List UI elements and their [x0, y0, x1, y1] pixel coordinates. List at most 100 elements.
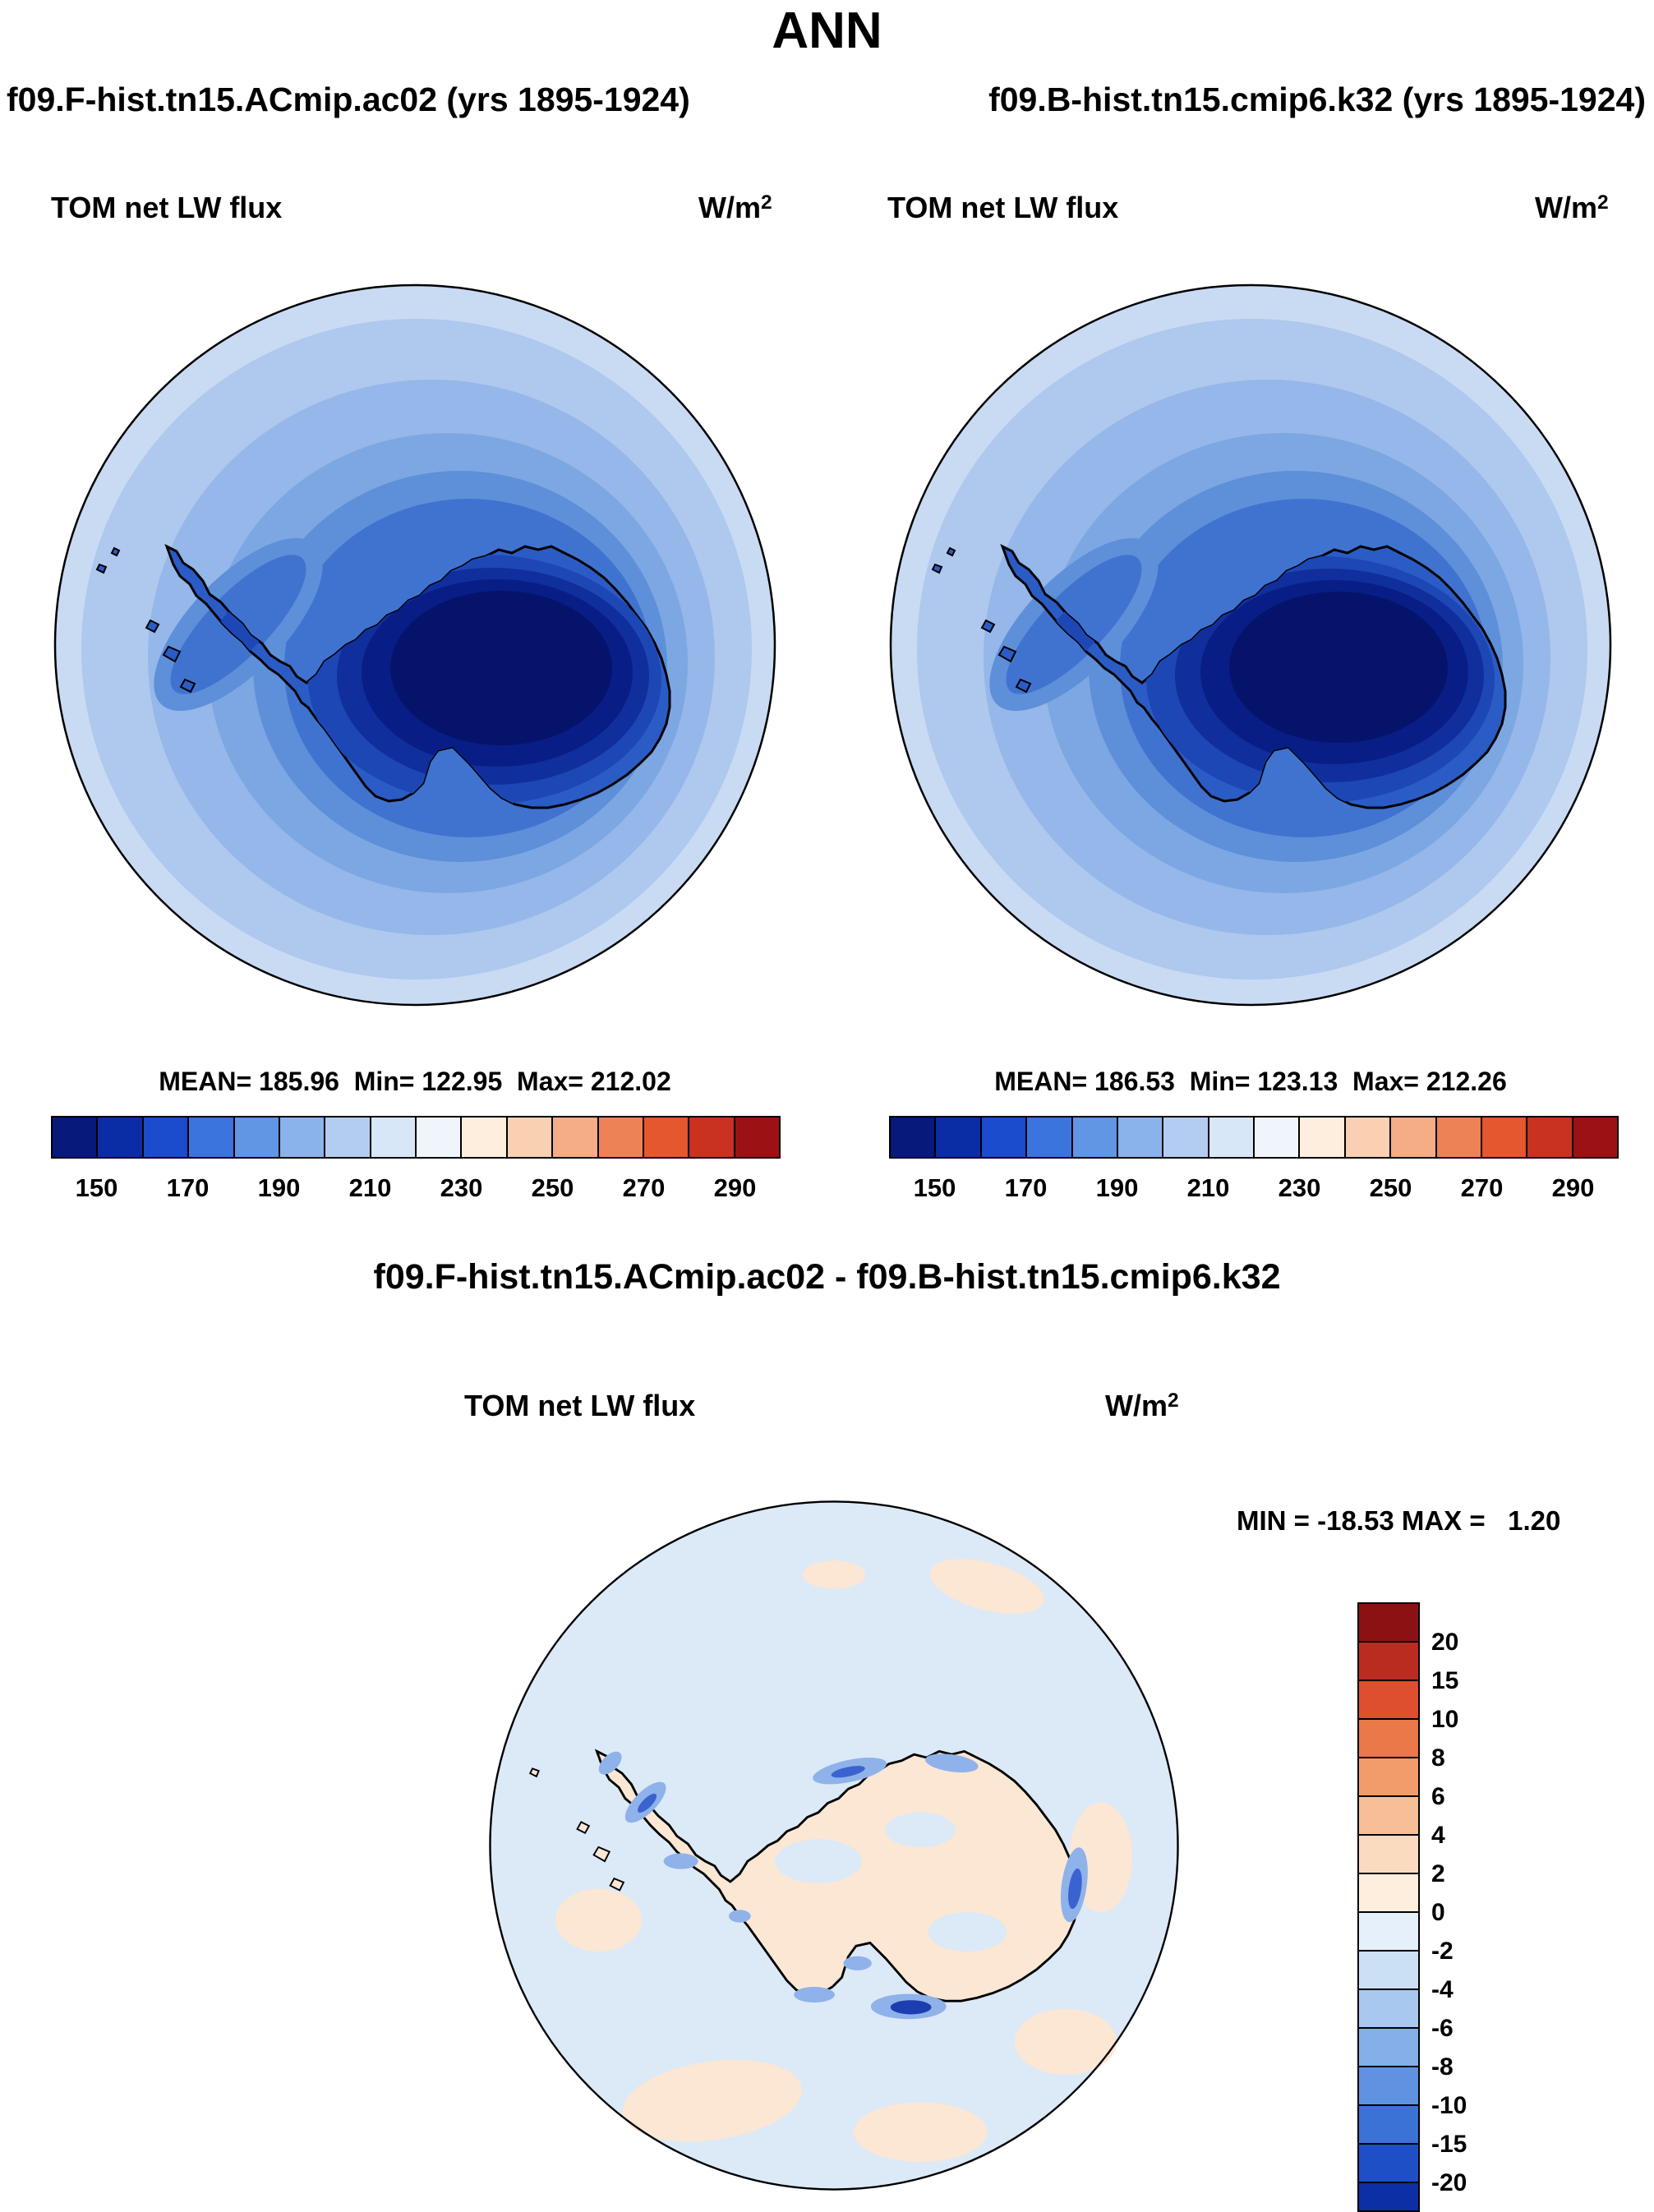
colorbar-tick-label: 0 [1431, 1899, 1445, 1926]
colorbar-tick-label: -10 [1431, 2092, 1467, 2119]
field-label-right: TOM net LW flux [887, 191, 1119, 224]
units-label-diff: W/m2 [1105, 1389, 1179, 1423]
units-base: W/m [1105, 1389, 1168, 1422]
colorbar-segment [189, 1118, 235, 1157]
field-label-left: TOM net LW flux [51, 191, 283, 224]
negative-anomaly-coastal-patches [598, 1751, 1088, 2020]
colorbar-segment [371, 1118, 417, 1157]
colorbar-tick-label: 210 [1186, 1173, 1230, 1202]
units-exponent: 2 [761, 191, 772, 214]
colorbar-segment [1359, 1952, 1418, 1990]
colorbar-tick-label: 170 [166, 1173, 210, 1202]
colorbar-segment [1359, 1874, 1418, 1913]
colorbar-tick-label: 290 [1551, 1173, 1595, 1202]
colorbar-segment [598, 1118, 644, 1157]
stats-right: MEAN= 186.53 Min= 123.13 Max= 212.26 [994, 1067, 1507, 1096]
ice-sheet-interior [1007, 555, 1495, 803]
colorbar-tick-label: 15 [1431, 1667, 1459, 1694]
units-exponent: 2 [1597, 191, 1609, 214]
colorbar-segment [507, 1118, 554, 1157]
units-base: W/m [698, 191, 761, 224]
map-boundary [53, 283, 776, 1007]
colorbar-segment [1359, 2067, 1418, 2106]
colorbar-tick-label: -20 [1431, 2169, 1467, 2196]
colorbar-tick-label: -15 [1431, 2131, 1467, 2158]
colorbar-segment [417, 1118, 463, 1157]
colorbar-segment [1359, 2183, 1418, 2210]
colorbar-tick-label: -8 [1431, 2053, 1454, 2081]
colorbar-tick-label: 150 [913, 1173, 956, 1202]
colorbar-tick-label: 230 [440, 1173, 483, 1202]
colorbar-tick-label: 4 [1431, 1822, 1445, 1849]
colorbar-segment [1117, 1118, 1164, 1157]
colorbar-segment [1359, 1836, 1418, 1874]
colorbar-segment [1359, 1643, 1418, 1681]
colorbar-segment [143, 1118, 190, 1157]
colorbar-tick-label: 10 [1431, 1706, 1459, 1733]
colorbar-tick-label: 150 [75, 1173, 118, 1202]
colorbar-segment [1481, 1118, 1528, 1157]
colorbar-segment [1345, 1118, 1392, 1157]
colorbar-segment [735, 1118, 779, 1157]
figure-title: ANN [772, 2, 882, 59]
map-boundary [889, 283, 1612, 1007]
colorbar-segment [1359, 1758, 1418, 1797]
colorbar-segment [325, 1118, 371, 1157]
colorbar-tick-label: 8 [1431, 1744, 1445, 1772]
units-exponent: 2 [1168, 1389, 1179, 1412]
difference-title: f09.F-hist.tn15.ACmip.ac02 - f09.B-hist.… [373, 1257, 1281, 1297]
colorbar-tick-label: 250 [1369, 1173, 1412, 1202]
interior-core [1229, 592, 1448, 743]
colorbar-segment [643, 1118, 690, 1157]
colorbar-tick-label: 190 [1095, 1173, 1139, 1202]
colorbar-tick-label: 210 [348, 1173, 392, 1202]
colorbar-segment [462, 1118, 508, 1157]
colorbar-left [51, 1116, 781, 1159]
colorbar-segment [279, 1118, 326, 1157]
units-label-right: W/m2 [1535, 191, 1609, 225]
colorbar-segment [1359, 2106, 1418, 2145]
colorbar-segment [1359, 1913, 1418, 1952]
colorbar-tick-label: 270 [622, 1173, 666, 1202]
colorbar-right [889, 1116, 1619, 1159]
colorbar-segment [981, 1118, 1028, 1157]
colorbar-segment [1255, 1118, 1301, 1157]
colorbar-tick-label: 2 [1431, 1860, 1445, 1887]
colorbar-segment [1359, 2029, 1418, 2067]
colorbar-tick-label: 290 [713, 1173, 757, 1202]
map-boundary [489, 1500, 1179, 2191]
colorbar-segment [1163, 1118, 1209, 1157]
colorbar-tick-label: 170 [1004, 1173, 1048, 1202]
colorbar-segment [1359, 1797, 1418, 1836]
colorbar-segment [1300, 1118, 1346, 1157]
islands [95, 546, 196, 694]
stats-left: MEAN= 185.96 Min= 122.95 Max= 212.02 [159, 1067, 671, 1096]
colorbar-tick-label: 250 [531, 1173, 574, 1202]
colorbar-segment [891, 1118, 937, 1157]
colorbar-segment [1359, 1720, 1418, 1758]
interior-mottling [775, 1812, 1007, 1952]
run-name-right: f09.B-hist.tn15.cmip6.k32 (yrs 1895-1924… [988, 81, 1646, 118]
colorbar-segment [689, 1118, 735, 1157]
colorbar-tick-label: -6 [1431, 2015, 1454, 2042]
run-name-left: f09.F-hist.tn15.ACmip.ac02 (yrs 1895-192… [7, 81, 690, 118]
ice-sheet-interior [172, 555, 661, 804]
colorbar-diff [1357, 1602, 1420, 2212]
colorbar-segment [553, 1118, 599, 1157]
colorbar-tick-label: 230 [1278, 1173, 1321, 1202]
islands [528, 1767, 625, 1892]
map-panel-diff [489, 1500, 1179, 2191]
colorbar-segment [1436, 1118, 1482, 1157]
interior-core [390, 591, 612, 745]
colorbar-tick-label: 190 [257, 1173, 301, 1202]
colorbar-segment [234, 1118, 280, 1157]
map-panel-right [889, 283, 1612, 1007]
colorbar-ticks-right: 150 170 190 210 230 250 270 290 [889, 1173, 1619, 1208]
map-panel-left [53, 283, 776, 1007]
units-base: W/m [1535, 191, 1597, 224]
colorbar-segment [1391, 1118, 1437, 1157]
colorbar-segment [1359, 2145, 1418, 2183]
colorbar-ticks-diff: 20 15 10 8 6 4 2 0 -2 -4 -6 -8 -10 -15 -20 [1431, 1602, 1505, 2212]
units-label-left: W/m2 [698, 191, 772, 225]
